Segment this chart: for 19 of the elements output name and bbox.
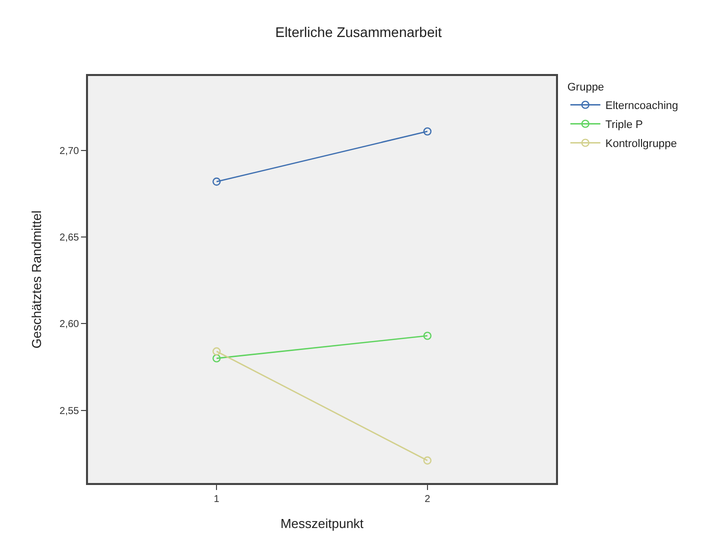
point: [423, 127, 432, 136]
point: [212, 178, 221, 186]
point: [423, 456, 432, 465]
point: [212, 347, 221, 356]
x-axis-title: Messzeitpunkt: [280, 516, 364, 532]
legend-label: Triple P: [605, 119, 643, 132]
legend-label: Kontrollgruppe: [605, 138, 677, 150]
chart-title: Elterliche Zusammenarbeit: [275, 24, 442, 40]
legend-label: Elterncoaching: [605, 100, 678, 112]
y-tick-label: 2,65: [60, 232, 80, 244]
y-tick-label: 2,60: [60, 319, 80, 330]
x-tick-label: 2: [424, 494, 431, 505]
y-tick-label: 2,70: [60, 146, 80, 157]
point: [423, 332, 432, 340]
x-tick-label: 1: [214, 494, 220, 505]
legend-title: Gruppe: [567, 81, 604, 94]
y-axis-title: Geschätztes Randmittel: [28, 210, 44, 349]
y-tick-label: 2,55: [60, 406, 80, 417]
point: [212, 354, 221, 362]
